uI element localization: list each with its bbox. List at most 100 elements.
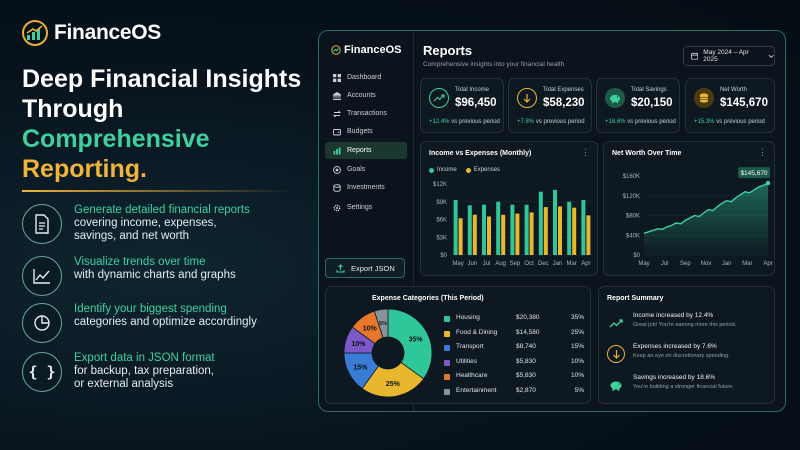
- sidebar-item-transactions[interactable]: Transactions: [325, 105, 407, 122]
- feature-desc: with dynamic charts and graphs: [74, 269, 236, 281]
- category-name: Housing: [456, 314, 480, 321]
- trend-up-icon: [607, 314, 625, 332]
- category-percent: 10%: [570, 357, 584, 365]
- summary-item-desc: Keep an eye on discretionary spending.: [633, 353, 730, 359]
- kpi-change-suffix: vs previous period: [716, 119, 765, 125]
- category-percent: 25%: [570, 328, 584, 336]
- income-expenses-card: Income vs Expenses (Monthly) ⋮ Income Ex…: [420, 141, 598, 276]
- summary-item-title: Income increased by 12.4%: [633, 312, 714, 319]
- kpi-change-value: +7.8%: [517, 119, 535, 125]
- income-bar: [482, 204, 486, 255]
- x-tick-label: Jun: [467, 261, 477, 267]
- net-worth-line: [643, 182, 769, 234]
- coins-icon: [333, 183, 341, 192]
- summary-item-savings: Savings increased by 18.6% You're buildi…: [607, 374, 777, 404]
- chart-title: Income vs Expenses (Monthly): [429, 150, 532, 157]
- sidebar-item-budgets[interactable]: Budgets: [325, 123, 407, 140]
- swap-icon: [333, 110, 341, 117]
- sidebar-item-label: Investments: [347, 184, 385, 191]
- summary-item-income: Income increased by 12.4% Great job! You…: [607, 312, 777, 342]
- income-bar: [538, 191, 543, 255]
- net-worth-chart: $160K $120K $80K $40K $0 $145,670 May Jul Sep Nov…: [623, 167, 773, 267]
- category-row: Food & Dining $14,580 25%: [444, 329, 584, 341]
- hero-line-2: Through: [22, 95, 124, 123]
- category-swatch: [444, 388, 450, 395]
- x-tick-label: Sep: [510, 261, 521, 267]
- kpi-label: Net Worth: [720, 87, 747, 93]
- y-tick-label: $6K: [436, 218, 447, 224]
- y-tick-label: $80K: [626, 214, 640, 220]
- category-swatch: [444, 345, 450, 351]
- net-worth-card: Net Worth Over Time ⋮ $160K $120K $80K $40K…: [603, 141, 775, 276]
- sidebar-item-label: Settings: [347, 204, 373, 211]
- sidebar-item-reports[interactable]: Reports: [325, 142, 407, 159]
- x-tick-label: Dec: [538, 261, 549, 267]
- logo-chart-icon: [22, 20, 48, 46]
- x-tick-label: Apr: [581, 261, 590, 267]
- pie-chart-icon: [22, 303, 62, 343]
- hero-line-4: Reporting.: [22, 155, 147, 183]
- summary-item-expenses: Expenses increased by 7.6% Keep an eye o…: [607, 343, 777, 373]
- feature-title: Export data in JSON format: [74, 352, 215, 364]
- y-tick-label: $0: [633, 253, 640, 259]
- x-tick-label: Sep: [680, 261, 691, 267]
- x-tick-label: Nov: [701, 261, 712, 267]
- sidebar: FinanceOS Dashboard Accounts Transaction…: [319, 31, 414, 411]
- trend-chart-icon: [22, 256, 62, 296]
- income-bar: [467, 205, 472, 255]
- x-tick-label: Aug: [495, 261, 506, 267]
- kpi-value: $58,230: [543, 97, 585, 109]
- category-name: Food & Dining: [456, 328, 498, 336]
- category-row: Utilities $5,830 10%: [444, 358, 584, 370]
- x-tick-label: Mar: [742, 261, 752, 267]
- expenses-bar: [472, 214, 477, 255]
- sidebar-item-dashboard[interactable]: Dashboard: [325, 69, 407, 86]
- income-bar: [581, 199, 586, 255]
- y-tick-label: $12K: [433, 182, 447, 188]
- arrow-down-icon: [607, 345, 625, 363]
- x-tick-label: Mar: [567, 261, 577, 267]
- x-tick-label: Jan: [553, 261, 563, 267]
- income-bar: [567, 201, 572, 255]
- sidebar-item-label: Reports: [347, 147, 372, 154]
- category-amount: $14,580: [516, 328, 540, 336]
- bank-icon: [333, 91, 341, 100]
- expenses-bar: [515, 213, 520, 255]
- more-options-icon[interactable]: ⋮: [758, 147, 767, 157]
- sidebar-item-settings[interactable]: Settings: [325, 199, 407, 216]
- divider: [22, 190, 292, 192]
- category-swatch: [444, 316, 450, 322]
- kpi-label: Total Expenses: [543, 87, 584, 93]
- category-amount: $2,870: [516, 386, 536, 394]
- kpi-change: +18.6% vs previous period: [605, 119, 676, 125]
- x-tick-label: Apr: [763, 261, 772, 267]
- legend-income: Income: [429, 167, 457, 173]
- more-options-icon[interactable]: ⋮: [581, 147, 590, 157]
- expenses-bar: [501, 214, 506, 255]
- gear-icon: [333, 204, 341, 211]
- sidebar-item-accounts[interactable]: Accounts: [325, 87, 407, 104]
- category-row: Housing $20,380 35%: [444, 314, 584, 326]
- sidebar-item-investments[interactable]: Investments: [325, 179, 407, 196]
- target-icon: [333, 165, 341, 174]
- sidebar-item-goals[interactable]: Goals: [325, 161, 407, 178]
- kpi-value: $96,450: [455, 97, 497, 109]
- net-worth-endpoint: [765, 180, 771, 186]
- kpi-label: Total Income: [455, 87, 490, 93]
- export-json-button[interactable]: Export JSON: [325, 258, 405, 278]
- expenses-bar: [572, 207, 577, 255]
- income-expenses-chart: $12K $9K $6K $3K $0 May Jun Jul Aug Sep Oct Dec Jan M…: [433, 182, 593, 267]
- donut-slice-label: 25%: [386, 381, 401, 388]
- bar-chart-icon: [333, 147, 341, 154]
- feature-export: { } Export data in JSON format for backu…: [22, 352, 312, 392]
- kpi-value: $20,150: [631, 97, 673, 109]
- upload-icon: [336, 263, 345, 272]
- kpi-value: $145,670: [720, 97, 768, 109]
- feature-trends: Visualize trends over time with dynamic …: [22, 256, 312, 296]
- date-range-picker[interactable]: May 2024 – Apr 2025: [683, 46, 775, 66]
- net-worth-badge-label: $145,670: [740, 170, 767, 177]
- logo-chart-icon: [331, 45, 341, 55]
- kpi-change: +12.4% vs previous period: [429, 119, 500, 125]
- x-tick-label: May: [452, 261, 463, 267]
- sidebar-item-label: Accounts: [347, 92, 376, 99]
